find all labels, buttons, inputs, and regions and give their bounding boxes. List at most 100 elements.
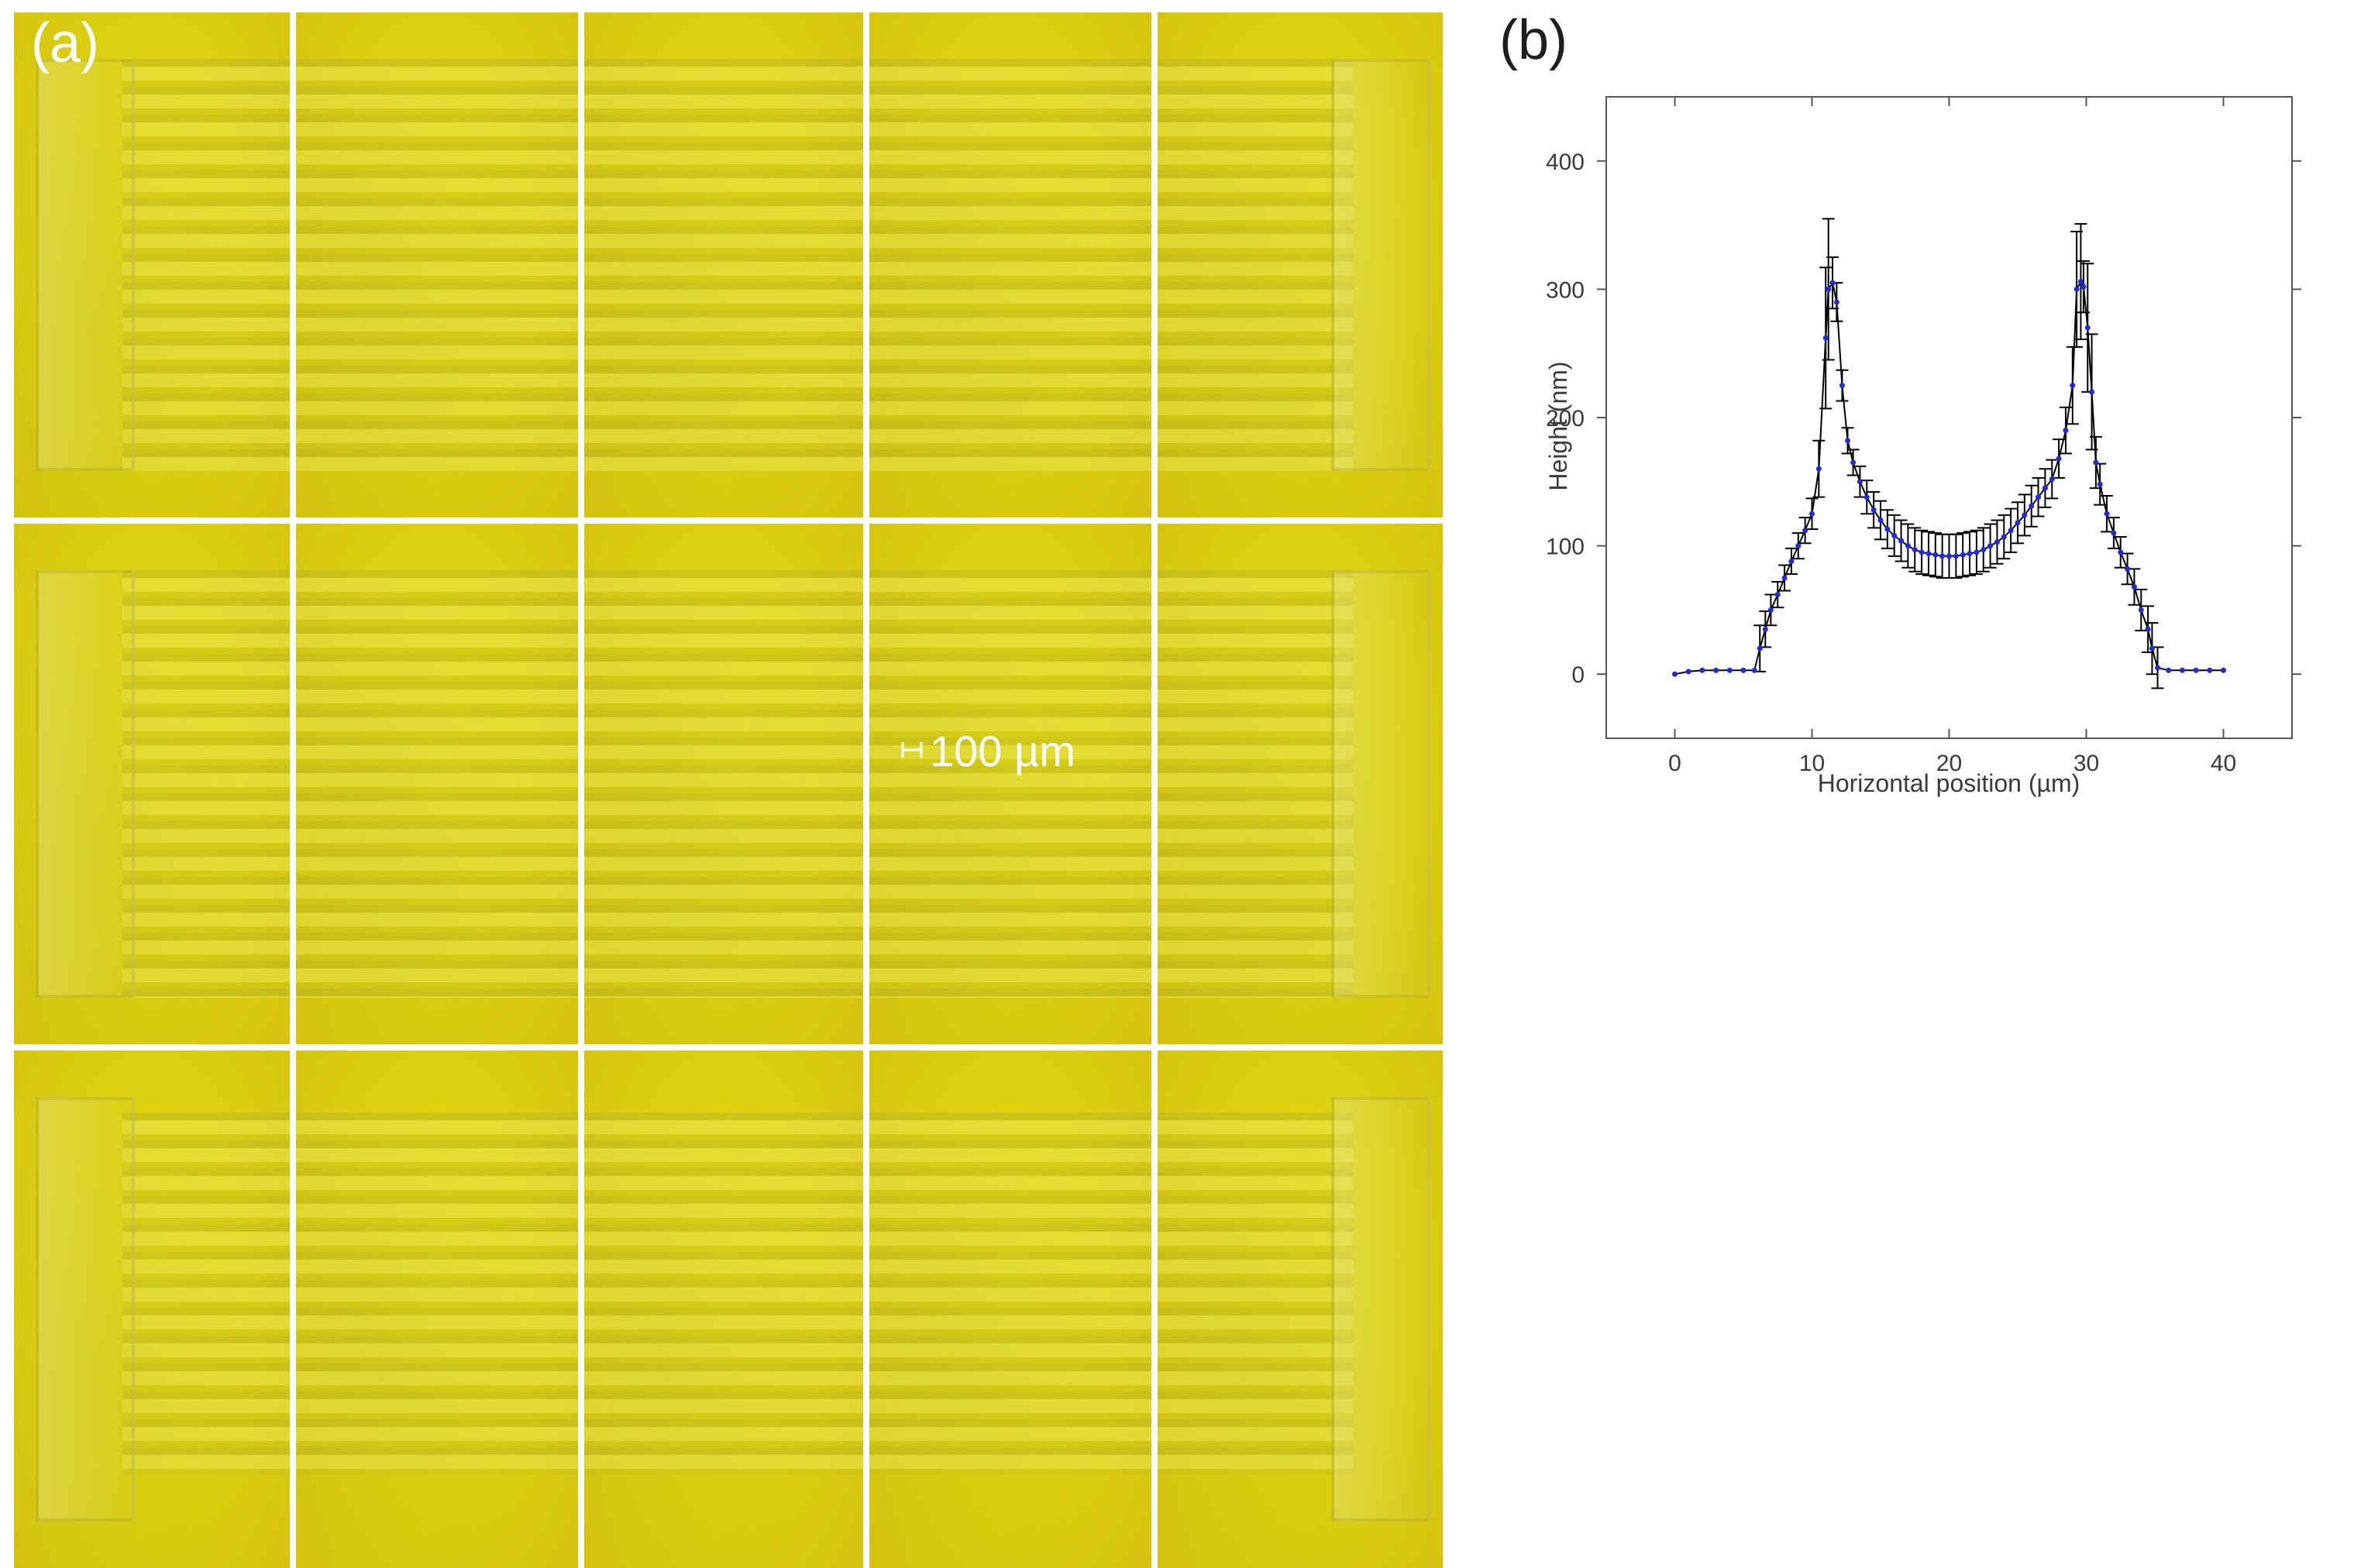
data-point — [1974, 549, 1980, 555]
data-point — [2097, 481, 2103, 487]
data-point — [1932, 552, 1939, 558]
data-point — [1898, 538, 1905, 544]
x-tick-label: 40 — [2211, 751, 2236, 776]
y-tick-label: 100 — [1546, 535, 1585, 560]
data-point — [1877, 517, 1884, 523]
micrograph-tile — [14, 12, 290, 518]
micrograph-tile — [584, 1050, 863, 1568]
panel-b-label: (b) — [1499, 9, 1568, 71]
data-point — [1795, 543, 1802, 549]
data-point — [2131, 584, 2137, 590]
tile-shading — [869, 524, 1151, 1044]
data-point — [1967, 551, 1973, 557]
data-point — [2193, 667, 2199, 673]
contact-pad — [36, 59, 135, 471]
data-point — [1884, 526, 1891, 532]
data-point — [1845, 438, 1851, 444]
data-point — [2166, 667, 2172, 673]
electrode-stripes — [1158, 59, 1353, 471]
data-point — [1809, 511, 1815, 517]
contact-pad — [1331, 59, 1430, 471]
data-point — [1740, 667, 1747, 673]
data-point — [1751, 667, 1757, 673]
y-axis-label: Height (nm) — [1544, 361, 1572, 490]
data-point — [2207, 667, 2213, 673]
data-point — [1994, 539, 2000, 545]
tile-shading — [296, 524, 578, 1044]
y-tick-label: 300 — [1546, 277, 1585, 303]
data-point — [1891, 532, 1898, 538]
micrograph-tile — [296, 12, 578, 518]
data-point — [2001, 534, 2007, 540]
electrode-stripes — [296, 59, 578, 471]
micrograph-mosaic — [14, 12, 1457, 1568]
tile-shading — [14, 1050, 290, 1568]
data-point — [1762, 626, 1768, 632]
data-point — [1987, 543, 1994, 549]
data-point — [2221, 667, 2226, 673]
tile-shading — [14, 524, 290, 1044]
tile-shading — [14, 12, 290, 518]
y-tick-label: 400 — [1546, 150, 1585, 175]
data-point — [1864, 494, 1870, 500]
data-point — [2179, 667, 2185, 673]
data-point — [2063, 428, 2069, 434]
data-point — [1822, 335, 1829, 341]
micrograph-tile — [869, 12, 1151, 518]
tile-shading — [296, 1050, 578, 1568]
electrode-stripes — [122, 59, 290, 471]
data-point — [1713, 667, 1719, 673]
data-point — [1857, 479, 1863, 485]
micrograph-tile — [296, 524, 578, 1044]
tile-shading — [296, 12, 578, 518]
data-point — [2145, 626, 2151, 632]
data-point — [2138, 607, 2144, 613]
tile-shading — [869, 12, 1151, 518]
data-point — [1757, 645, 1763, 652]
tile-shading — [869, 1050, 1151, 1568]
data-point — [2077, 278, 2084, 284]
data-point — [2104, 511, 2110, 517]
data-point — [2070, 383, 2076, 389]
data-point — [2149, 645, 2155, 652]
micrograph-tile — [1158, 524, 1443, 1044]
micrograph-tile — [14, 524, 290, 1044]
x-tick-label: 10 — [1799, 751, 1825, 776]
panel-a-label: (a) — [31, 12, 99, 74]
scale-bar-label: 100 µm — [930, 727, 1075, 775]
micrograph-tile — [869, 524, 1151, 1044]
data-point — [1826, 286, 1832, 292]
data-point — [1829, 280, 1836, 286]
data-point — [1774, 592, 1781, 598]
data-point — [2029, 503, 2035, 509]
data-point — [1815, 466, 1822, 472]
data-point — [2056, 456, 2062, 462]
data-point — [1953, 553, 1959, 559]
data-point — [1870, 507, 1877, 513]
data-point — [1981, 547, 1987, 553]
data-point — [1726, 667, 1733, 673]
data-point — [2049, 476, 2055, 482]
x-axis-label: Horizontal position (µm) — [1818, 769, 2080, 797]
micrograph-tile — [584, 524, 863, 1044]
data-point — [1939, 553, 1946, 559]
tile-shading — [584, 12, 863, 518]
data-point — [2042, 485, 2048, 491]
data-point — [2073, 286, 2080, 292]
data-point — [1905, 543, 1911, 549]
electrode-stripes — [584, 59, 863, 471]
data-point — [1781, 575, 1788, 581]
data-point — [1925, 551, 1932, 557]
data-point — [1685, 669, 1691, 675]
data-point — [2015, 520, 2021, 526]
data-point — [1912, 547, 1918, 553]
micrograph-tile — [869, 1050, 1151, 1568]
data-point — [1788, 558, 1795, 564]
micrograph-tile — [296, 1050, 578, 1568]
data-point — [1672, 671, 1678, 677]
micrograph-tile — [1158, 12, 1443, 518]
micrograph-tile — [1158, 1050, 1443, 1568]
data-point — [1767, 607, 1774, 613]
data-point — [2155, 665, 2161, 671]
